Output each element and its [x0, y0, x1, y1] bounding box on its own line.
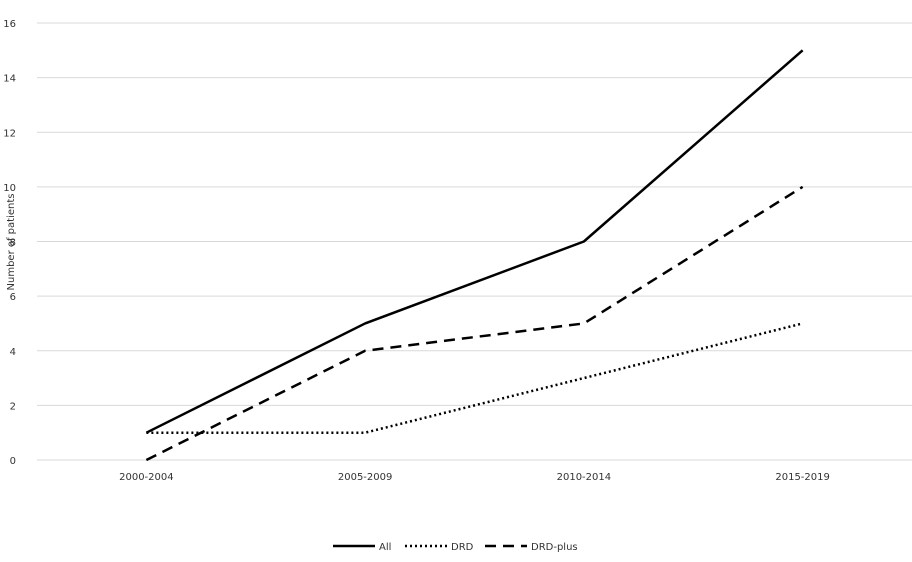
y-tick-label: 12: [3, 128, 16, 139]
y-tick-label: 16: [3, 19, 16, 30]
x-tick-label: 2000-2004: [119, 472, 174, 483]
y-tick-label: 4: [10, 347, 16, 358]
legend-label: DRD: [451, 542, 474, 553]
gridlines: [37, 23, 912, 460]
legend-label: All: [379, 542, 391, 553]
x-tick-label: 2010-2014: [557, 472, 612, 483]
x-tick-label: 2005-2009: [338, 472, 393, 483]
series-lines: [146, 50, 802, 460]
legend-label: DRD-plus: [531, 542, 578, 553]
y-tick-label: 0: [10, 456, 16, 467]
y-tick-label: 6: [10, 292, 16, 303]
y-tick-label: 14: [3, 74, 16, 85]
x-tick-label: 2015-2019: [775, 472, 830, 483]
y-axis-label: Number of patients: [6, 194, 17, 291]
x-axis-ticks: 2000-2004 2005-2009 2010-2014 2015-2019: [119, 472, 830, 483]
series-line-drd-plus: [146, 187, 802, 460]
y-tick-label: 2: [10, 401, 16, 412]
legend: All DRD DRD-plus: [333, 542, 578, 553]
y-tick-label: 10: [3, 183, 16, 194]
series-line-drd: [146, 323, 802, 432]
